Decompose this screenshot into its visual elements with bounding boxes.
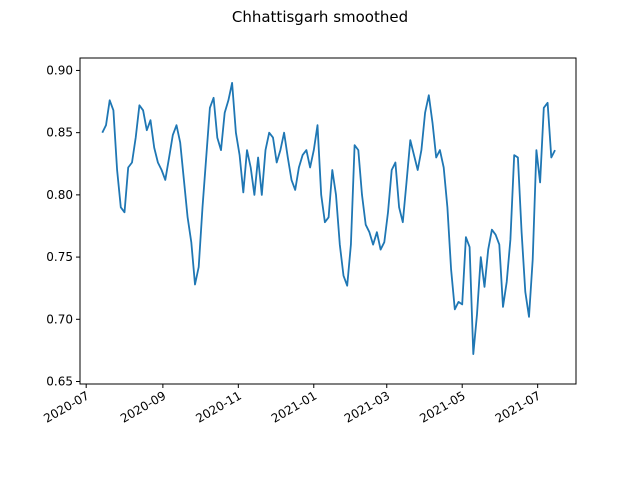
plot-area [101,82,556,356]
y-tick-label: 0.75 [46,250,73,264]
x-tick-label: 2021-05 [417,388,467,425]
axes-frame [79,57,577,385]
x-tick-label: 2020-09 [118,388,168,425]
y-tick-label: 0.80 [46,188,73,202]
y-tick-label: 0.65 [46,375,73,389]
series-line-0 [101,82,556,356]
x-tick-label: 2021-07 [493,388,543,425]
x-axis: 2020-07 2020-09 2020-11 2021-01 2021-03 2021-… [41,384,543,426]
x-tick-label: 2020-11 [193,388,243,425]
x-tick-label: 2021-01 [269,388,319,425]
y-tick-label: 0.90 [46,63,73,77]
x-tick-label: 2020-07 [41,388,91,425]
y-tick-label: 0.85 [46,126,73,140]
x-tick-label: 2021-03 [342,388,392,425]
y-axis: 0.65 0.70 0.75 0.80 0.85 0.90 [46,63,80,389]
chart-title: Chhattisgarh smoothed [232,8,408,26]
y-tick-label: 0.70 [46,312,73,326]
